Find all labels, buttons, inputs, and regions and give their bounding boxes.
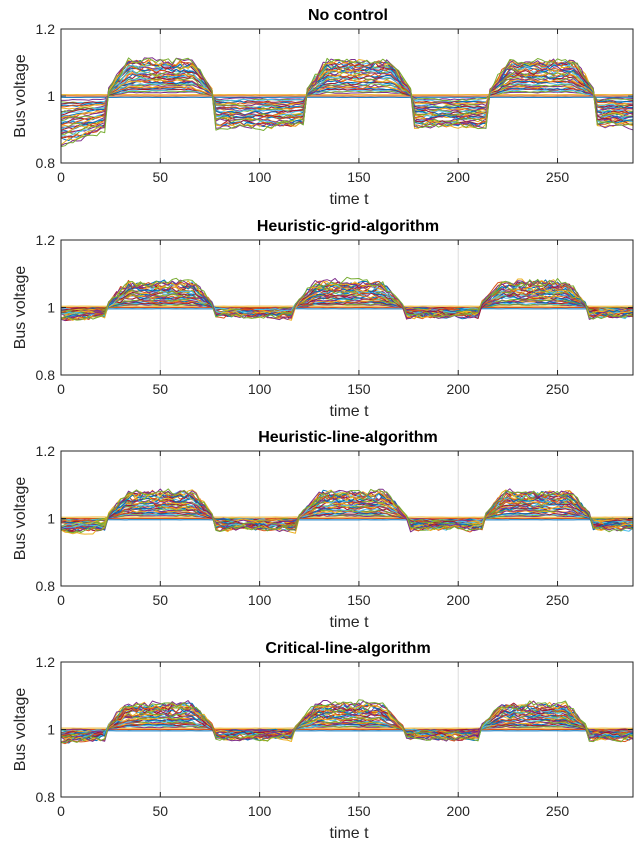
- x-tick-label: 200: [447, 169, 471, 185]
- series-line: [61, 725, 633, 733]
- y-tick-label: 0.8: [36, 367, 56, 383]
- x-tick-label: 0: [57, 381, 65, 397]
- series-line: [61, 712, 633, 739]
- series-line: [61, 301, 633, 312]
- series-line: [61, 292, 633, 315]
- series-line: [61, 300, 633, 312]
- series-line: [61, 513, 633, 522]
- chart-title: Critical-line-algorithm: [265, 640, 430, 657]
- y-tick-label: 1: [47, 722, 55, 738]
- series-line: [61, 63, 633, 135]
- y-axis-label: Bus voltage: [12, 54, 29, 138]
- y-tick-label: 1.2: [36, 21, 56, 37]
- panel-2: 0 50 100 150 200 250 0.8 1 1.2 Heuristic-grid-alg…: [12, 218, 634, 420]
- y-axis-label: Bus voltage: [12, 688, 29, 772]
- y-tick-label: 1: [47, 511, 55, 527]
- series-line: [61, 514, 633, 522]
- series-line: [61, 64, 633, 135]
- series-line: [61, 700, 633, 743]
- y-tick-label: 1: [47, 88, 55, 104]
- series-line: [61, 722, 633, 734]
- x-axis-label: time t: [329, 825, 369, 842]
- series-line: [61, 282, 633, 320]
- series-line: [61, 702, 633, 743]
- series-line: [61, 57, 633, 148]
- series-line: [61, 91, 633, 101]
- chart-title: No control: [308, 7, 388, 24]
- y-axis-label: Bus voltage: [12, 266, 29, 350]
- y-tick-label: 1: [47, 300, 55, 316]
- series-line: [61, 276, 633, 321]
- series-group: [61, 276, 633, 322]
- y-tick-label: 1.2: [36, 654, 56, 670]
- panel-4: 0 50 100 150 200 250 0.8 1 1.2 Critical-line-algo…: [12, 640, 634, 842]
- x-tick-label: 50: [153, 169, 169, 185]
- y-tick-label: 0.8: [36, 578, 56, 594]
- series-line: [61, 85, 633, 110]
- series-group: [61, 699, 633, 745]
- x-tick-label: 100: [248, 803, 272, 819]
- series-line: [61, 488, 633, 534]
- chart-title: Heuristic-line-algorithm: [258, 429, 438, 446]
- x-tick-label: 200: [447, 381, 471, 397]
- series-line: [61, 291, 633, 316]
- y-tick-label: 0.8: [36, 789, 56, 805]
- x-tick-label: 150: [347, 592, 371, 608]
- series-line: [61, 71, 633, 127]
- series-line: [61, 278, 633, 321]
- series-line: [61, 59, 633, 146]
- x-tick-label: 250: [546, 169, 570, 185]
- x-tick-label: 0: [57, 592, 65, 608]
- series-line: [61, 699, 633, 744]
- series-line: [61, 488, 633, 533]
- x-axis-label: time t: [329, 614, 369, 631]
- y-tick-label: 0.8: [36, 155, 56, 171]
- series-line: [61, 71, 633, 126]
- series-line: [61, 704, 633, 741]
- x-tick-label: 100: [248, 592, 272, 608]
- x-tick-label: 100: [248, 169, 272, 185]
- series-line: [61, 287, 633, 317]
- x-tick-label: 100: [248, 381, 272, 397]
- x-tick-label: 200: [447, 592, 471, 608]
- y-tick-label: 1.2: [36, 443, 56, 459]
- chart-title: Heuristic-grid-algorithm: [257, 218, 439, 235]
- series-line: [61, 279, 633, 321]
- x-tick-label: 150: [347, 381, 371, 397]
- x-tick-label: 250: [546, 803, 570, 819]
- x-tick-label: 150: [347, 803, 371, 819]
- y-tick-label: 1.2: [36, 232, 56, 248]
- series-group: [61, 488, 633, 535]
- x-tick-label: 50: [153, 592, 169, 608]
- series-line: [61, 90, 633, 104]
- series-line: [61, 80, 633, 117]
- x-tick-label: 200: [447, 803, 471, 819]
- y-axis-label: Bus voltage: [12, 477, 29, 561]
- x-tick-label: 0: [57, 169, 65, 185]
- x-axis-label: time t: [329, 403, 369, 420]
- x-tick-label: 50: [153, 381, 169, 397]
- x-tick-label: 50: [153, 803, 169, 819]
- series-line: [61, 506, 633, 525]
- panel-3: 0 50 100 150 200 250 0.8 1 1.2 Heuristic-line-alg…: [12, 429, 634, 631]
- series-line: [61, 57, 633, 147]
- series-line: [61, 509, 633, 524]
- series-line: [61, 85, 633, 108]
- series-line: [61, 715, 633, 737]
- x-tick-label: 250: [546, 592, 570, 608]
- series-line: [61, 290, 633, 316]
- series-group: [61, 57, 633, 148]
- x-tick-label: 250: [546, 381, 570, 397]
- panel-1: 0 50 100 150 200 250 0.8 1 1.2 No control time t Bu…: [12, 7, 634, 208]
- x-tick-label: 150: [347, 169, 371, 185]
- series-line: [61, 277, 633, 321]
- x-axis-label: time t: [329, 191, 369, 208]
- x-tick-label: 0: [57, 803, 65, 819]
